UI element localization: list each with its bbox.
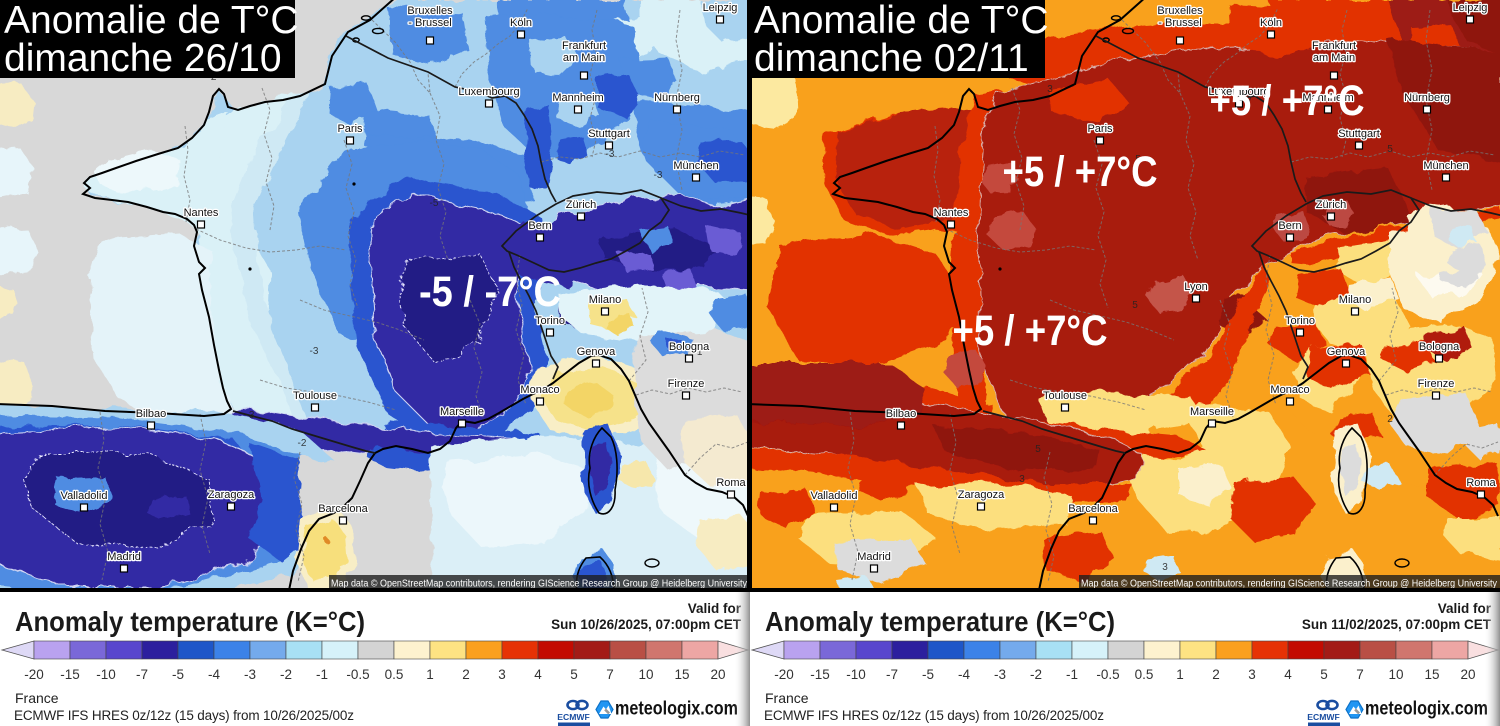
svg-text:-5: -5	[430, 198, 439, 209]
svg-text:Sun 10/26/2025, 07:00pm CET: Sun 10/26/2025, 07:00pm CET	[551, 617, 742, 632]
svg-text:-5 / -7°C: -5 / -7°C	[419, 268, 561, 316]
svg-text:-7: -7	[886, 667, 898, 682]
svg-text:3: 3	[1047, 84, 1053, 95]
svg-text:3: 3	[1162, 562, 1168, 573]
svg-text:4: 4	[534, 667, 542, 682]
svg-text:7: 7	[1247, 94, 1253, 105]
svg-text:20: 20	[1460, 667, 1475, 682]
svg-text:7: 7	[1356, 667, 1364, 682]
svg-text:-0.5: -0.5	[346, 667, 369, 682]
svg-text:0.5: 0.5	[1135, 667, 1154, 682]
svg-text:-3: -3	[246, 410, 255, 421]
svg-text:-5: -5	[172, 667, 184, 682]
svg-text:-3: -3	[244, 667, 256, 682]
svg-text:5: 5	[1035, 444, 1041, 455]
svg-text:4: 4	[1284, 667, 1292, 682]
svg-text:-0.5: -0.5	[1096, 667, 1119, 682]
svg-text:France: France	[765, 690, 809, 706]
svg-text:Anomaly temperature (K=°C): Anomaly temperature (K=°C)	[765, 606, 1115, 637]
svg-text:+5 / +7°C: +5 / +7°C	[1210, 77, 1365, 125]
svg-text:5: 5	[1132, 300, 1138, 311]
svg-text:-15: -15	[810, 667, 830, 682]
svg-text:Anomalie de T°C: Anomalie de T°C	[4, 0, 299, 42]
svg-text:ECMWF: ECMWF	[1307, 712, 1339, 722]
svg-text:5: 5	[570, 667, 578, 682]
svg-text:10: 10	[638, 667, 653, 682]
svg-text:2: 2	[462, 667, 470, 682]
svg-text:1: 1	[426, 667, 434, 682]
svg-text:15: 15	[1424, 667, 1439, 682]
svg-text:dimanche 02/11: dimanche 02/11	[754, 37, 1029, 80]
svg-text:-2: -2	[1030, 667, 1042, 682]
svg-text:7: 7	[606, 667, 614, 682]
svg-text:-5: -5	[922, 667, 934, 682]
svg-text:3: 3	[1019, 474, 1025, 485]
svg-text:Sun 11/02/2025, 07:00pm CET: Sun 11/02/2025, 07:00pm CET	[1302, 617, 1492, 632]
svg-text:-20: -20	[24, 667, 44, 682]
svg-text:Anomaly temperature (K=°C): Anomaly temperature (K=°C)	[15, 606, 365, 637]
svg-text:Map data © OpenStreetMap contr: Map data © OpenStreetMap contributors, r…	[331, 578, 748, 590]
svg-text:2: 2	[1387, 414, 1393, 425]
svg-text:Map data © OpenStreetMap contr: Map data © OpenStreetMap contributors, r…	[1081, 578, 1498, 590]
svg-text:-2: -2	[298, 438, 307, 449]
svg-text:-1: -1	[1066, 667, 1078, 682]
svg-text:-3: -3	[310, 346, 319, 357]
svg-text:5: 5	[1320, 667, 1328, 682]
svg-text:-4: -4	[958, 667, 970, 682]
svg-text:10: 10	[1388, 667, 1403, 682]
svg-text:ECMWF IFS HRES 0z/12z (15 days: ECMWF IFS HRES 0z/12z (15 days) from 10/…	[14, 708, 354, 723]
svg-text:0.5: 0.5	[385, 667, 404, 682]
svg-text:2: 2	[1212, 667, 1220, 682]
svg-text:Lyon: Lyon	[1184, 281, 1207, 293]
svg-text:-2: -2	[280, 667, 292, 682]
svg-text:-7: -7	[136, 667, 148, 682]
svg-text:-3: -3	[994, 667, 1006, 682]
svg-text:-4: -4	[208, 667, 220, 682]
svg-text:3: 3	[498, 667, 506, 682]
svg-text:20: 20	[710, 667, 725, 682]
svg-text:ECMWF: ECMWF	[557, 712, 589, 722]
svg-text:15: 15	[674, 667, 689, 682]
svg-text:-15: -15	[60, 667, 80, 682]
svg-text:dimanche 26/10: dimanche 26/10	[4, 37, 282, 80]
svg-text:France: France	[15, 690, 59, 706]
svg-text:-10: -10	[96, 667, 116, 682]
svg-text:Valid for: Valid for	[688, 601, 742, 616]
svg-text:1: 1	[1176, 667, 1184, 682]
svg-text:ECMWF IFS HRES 0z/12z (15 days: ECMWF IFS HRES 0z/12z (15 days) from 10/…	[764, 708, 1104, 723]
svg-text:5: 5	[1387, 144, 1393, 155]
svg-text:-20: -20	[774, 667, 794, 682]
svg-text:-1: -1	[316, 667, 328, 682]
svg-text:meteologix.com: meteologix.com	[1365, 698, 1488, 720]
svg-text:3: 3	[1248, 667, 1256, 682]
svg-text:5: 5	[1135, 154, 1141, 165]
svg-text:-3: -3	[654, 170, 663, 181]
svg-text:+5 / +7°C: +5 / +7°C	[953, 307, 1108, 355]
svg-text:+5 / +7°C: +5 / +7°C	[1003, 148, 1158, 196]
svg-text:Valid for: Valid for	[1438, 601, 1492, 616]
svg-text:Anomalie de T°C: Anomalie de T°C	[754, 0, 1049, 42]
svg-text:-3: -3	[606, 149, 615, 160]
svg-text:-10: -10	[846, 667, 866, 682]
svg-text:meteologix.com: meteologix.com	[615, 698, 738, 720]
